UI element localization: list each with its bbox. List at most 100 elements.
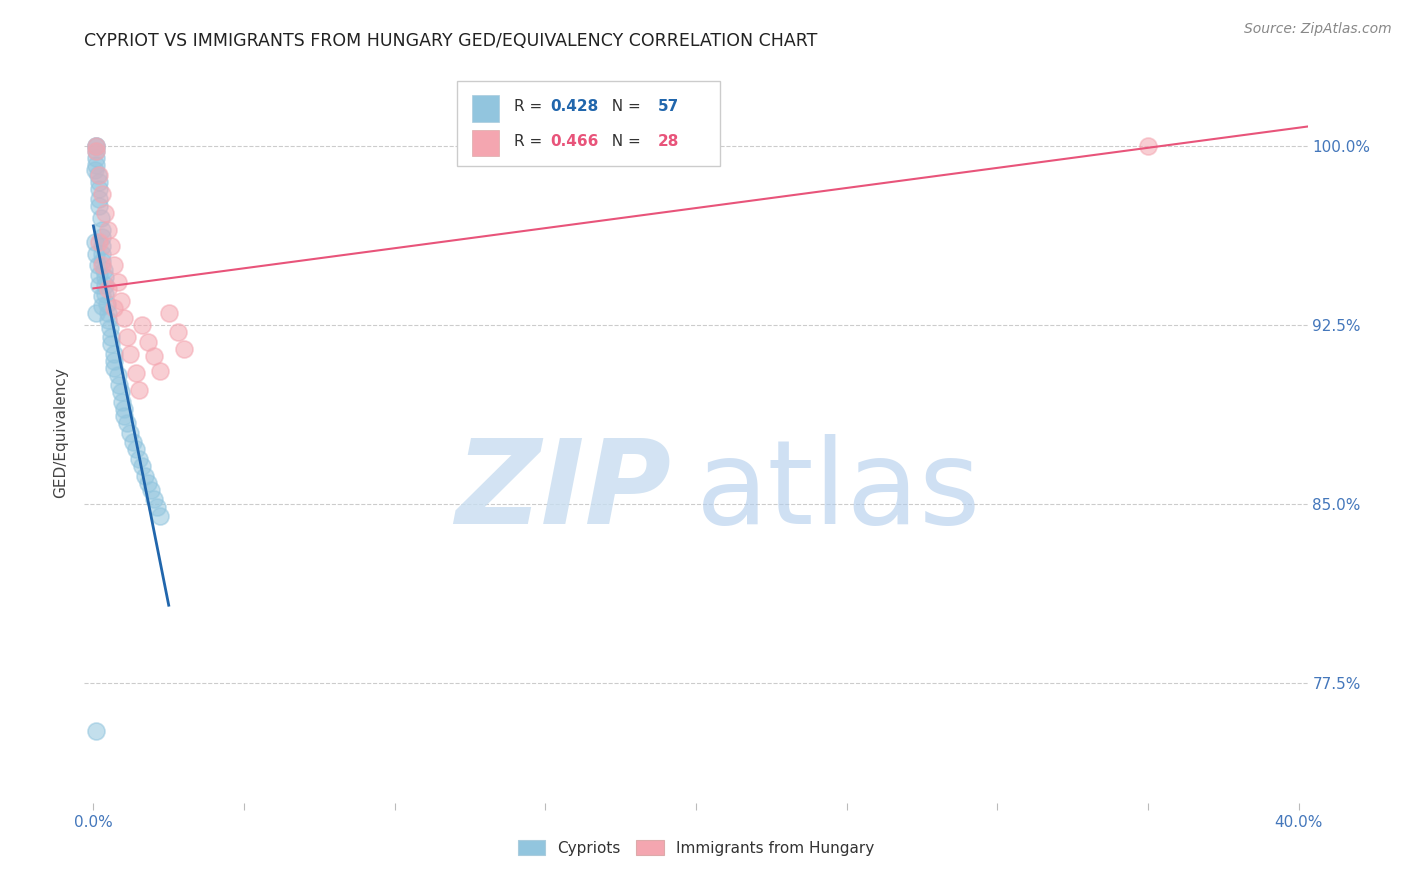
Point <box>131 458 153 473</box>
Point <box>103 259 125 273</box>
Point <box>94 206 117 220</box>
Point <box>100 330 122 344</box>
Point <box>128 451 150 466</box>
Point <box>149 509 172 524</box>
Point <box>134 468 156 483</box>
Point <box>91 239 114 253</box>
Point <box>86 306 108 320</box>
Text: N =: N = <box>602 99 645 114</box>
Point <box>84 235 107 249</box>
Point <box>131 318 153 333</box>
Point <box>173 342 195 356</box>
Point <box>89 192 111 206</box>
Point <box>89 268 111 282</box>
Text: CYPRIOT VS IMMIGRANTS FROM HUNGARY GED/EQUIVALENCY CORRELATION CHART: CYPRIOT VS IMMIGRANTS FROM HUNGARY GED/E… <box>84 32 818 50</box>
Point <box>534 139 557 153</box>
Point <box>94 287 117 301</box>
Text: atlas: atlas <box>696 434 981 549</box>
Point <box>100 337 122 351</box>
Point <box>142 492 165 507</box>
Point <box>115 330 138 344</box>
FancyBboxPatch shape <box>457 81 720 166</box>
Point <box>91 259 114 273</box>
Text: ZIP: ZIP <box>456 434 672 549</box>
Text: N =: N = <box>602 134 645 149</box>
Point <box>89 168 111 182</box>
Point <box>91 186 114 201</box>
Point <box>112 310 135 325</box>
Point <box>86 246 108 260</box>
Point <box>86 724 108 739</box>
Point <box>157 306 180 320</box>
Point <box>124 442 146 457</box>
Point <box>124 366 146 380</box>
Point <box>110 294 132 309</box>
Point <box>91 229 114 244</box>
Point <box>149 363 172 377</box>
Point <box>89 235 111 249</box>
Point <box>93 263 115 277</box>
Point <box>110 384 132 399</box>
Point <box>91 299 114 313</box>
Text: 28: 28 <box>658 134 679 149</box>
Point <box>91 253 114 268</box>
Point <box>89 277 111 292</box>
Point <box>107 275 129 289</box>
Point <box>90 211 112 225</box>
Text: 0.428: 0.428 <box>550 99 599 114</box>
Text: 0.466: 0.466 <box>550 134 599 149</box>
Point <box>118 347 141 361</box>
Point <box>89 199 111 213</box>
Point <box>107 368 129 383</box>
Point <box>86 139 108 153</box>
Point <box>94 270 117 285</box>
Point <box>97 282 120 296</box>
Point <box>166 326 188 340</box>
Point <box>91 246 114 260</box>
Point <box>89 175 111 189</box>
Legend: Cypriots, Immigrants from Hungary: Cypriots, Immigrants from Hungary <box>512 834 880 862</box>
Point <box>1136 139 1159 153</box>
Point <box>108 377 131 392</box>
Text: 57: 57 <box>658 99 679 114</box>
Point <box>136 475 159 490</box>
Point <box>97 313 120 327</box>
Point <box>86 144 108 158</box>
Y-axis label: GED/Equivalency: GED/Equivalency <box>53 368 69 498</box>
Point <box>91 222 114 236</box>
Point <box>94 277 117 292</box>
Point <box>145 500 167 514</box>
Point <box>103 354 125 368</box>
Point <box>103 347 125 361</box>
Point <box>86 139 108 153</box>
Point <box>142 349 165 363</box>
Point <box>87 168 110 182</box>
Point <box>128 383 150 397</box>
Point <box>96 296 118 310</box>
Point <box>84 162 107 177</box>
Point <box>136 334 159 349</box>
Point <box>97 306 120 320</box>
Point <box>118 425 141 440</box>
Point <box>112 401 135 416</box>
Point <box>111 394 134 409</box>
Point <box>121 435 143 450</box>
Point <box>100 239 122 253</box>
Point <box>97 222 120 236</box>
Point <box>86 139 108 153</box>
Point <box>115 416 138 430</box>
Text: R =: R = <box>513 134 547 149</box>
Text: Source: ZipAtlas.com: Source: ZipAtlas.com <box>1244 22 1392 37</box>
Point <box>86 151 108 165</box>
Text: R =: R = <box>513 99 547 114</box>
Point <box>86 144 108 158</box>
Point <box>103 301 125 316</box>
Point <box>87 259 110 273</box>
Point <box>89 182 111 196</box>
Point <box>103 361 125 376</box>
Point <box>139 483 162 497</box>
Point <box>112 409 135 423</box>
Bar <box>472 130 499 156</box>
Bar <box>472 95 499 121</box>
Point <box>91 289 114 303</box>
